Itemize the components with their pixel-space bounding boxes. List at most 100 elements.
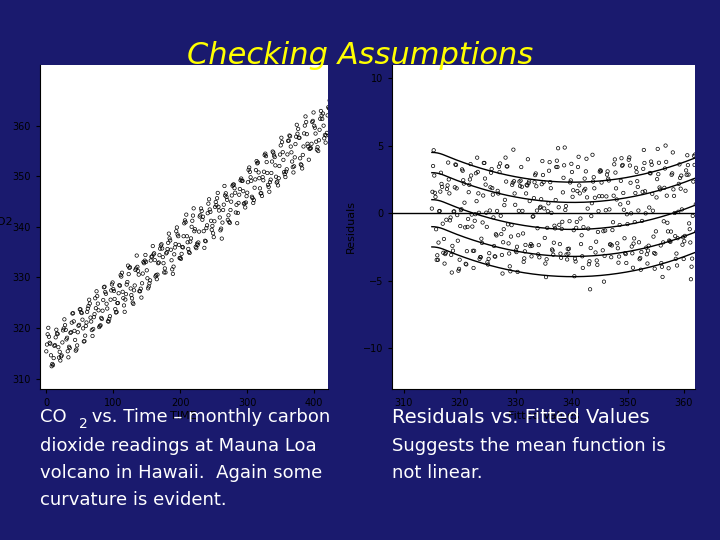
Point [615,177,626,185]
Point [166,265,178,274]
Point [212,188,223,197]
Point [226,191,238,200]
Point [300,112,311,121]
Point [86,317,97,326]
Point [60,335,72,344]
Point [624,161,636,170]
Point [474,254,485,263]
Point [140,251,151,259]
Point [592,260,603,269]
Point [63,353,74,362]
Point [214,213,225,222]
Point [122,278,133,286]
Point [670,249,682,258]
Point [64,344,76,353]
Point [704,146,716,155]
Point [670,254,682,263]
Point [438,235,450,244]
Point [162,245,174,253]
Point [512,268,523,276]
Point [686,254,698,263]
Point [566,159,577,168]
Point [168,250,180,259]
Point [499,195,510,204]
Point [50,326,62,334]
Point [560,202,572,211]
Point [504,262,516,271]
Point [55,352,67,361]
Point [493,163,505,171]
Point [646,160,657,169]
Point [297,164,308,173]
Point [698,210,709,218]
Point [482,258,493,267]
Point [692,245,703,254]
Point [103,317,114,326]
Point [539,234,551,242]
Point [210,202,221,211]
Point [678,237,690,246]
Point [474,253,486,261]
Point [242,178,253,186]
Point [348,74,360,83]
Point [235,176,246,185]
Point [338,112,349,120]
Point [706,251,718,259]
Point [574,189,585,198]
Point [673,179,685,188]
Point [167,269,179,278]
Point [183,248,194,256]
Point [323,103,334,112]
Point [607,218,618,227]
Point [346,100,357,109]
Point [654,185,666,194]
Point [674,160,685,168]
Point [445,213,456,222]
Point [516,163,527,171]
Point [341,91,352,99]
Point [449,207,460,215]
Point [539,204,550,213]
Point [500,153,511,162]
Point [506,180,518,189]
Point [49,341,60,349]
Point [143,282,155,291]
Point [436,180,447,188]
Point [672,234,683,242]
Point [122,261,134,270]
Point [556,225,567,233]
Point [93,306,104,315]
Point [127,300,139,308]
Point [433,207,445,215]
Point [528,212,539,220]
Point [451,211,463,219]
Point [510,200,521,209]
Point [426,204,438,213]
Point [210,198,222,206]
Point [701,210,713,218]
Point [132,267,144,275]
Point [432,255,444,264]
Point [61,334,73,342]
Point [193,227,204,236]
Point [163,239,174,247]
Point [663,264,675,273]
Point [547,251,559,259]
Point [62,347,73,355]
Point [45,339,56,348]
Point [285,142,297,151]
Point [110,308,122,317]
Point [483,249,495,258]
Point [147,242,158,251]
Point [593,192,605,200]
Point [645,157,657,166]
Point [479,159,490,167]
Point [657,238,669,247]
Point [476,239,487,247]
Point [81,318,92,327]
Point [77,315,89,324]
Text: volcano in Hawaii.  Again some: volcano in Hawaii. Again some [40,464,322,482]
Point [266,157,278,166]
Point [225,197,237,206]
Point [228,180,240,189]
